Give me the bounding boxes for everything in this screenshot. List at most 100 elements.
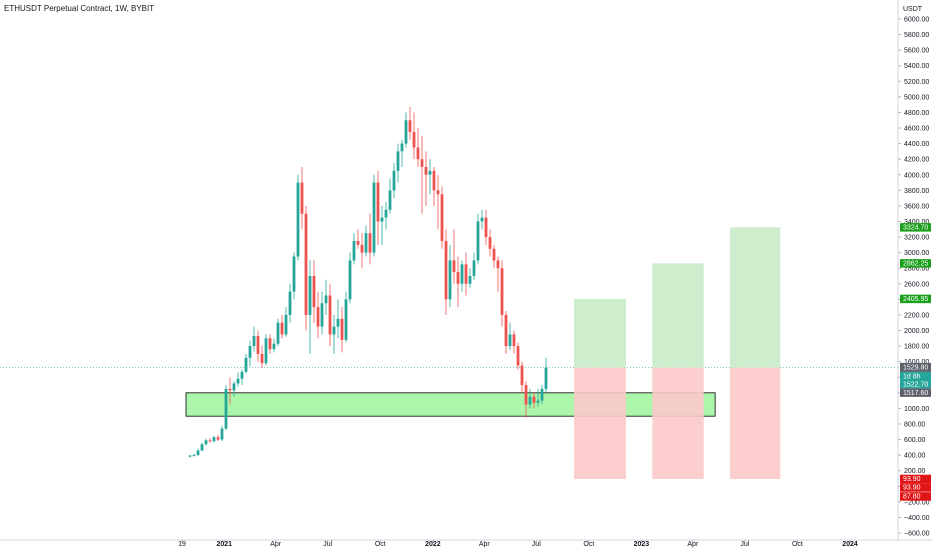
candle-body	[468, 276, 472, 284]
candle-body	[248, 346, 252, 358]
y-tick-label: 3600.00	[904, 203, 929, 210]
x-tick-label: 2023	[634, 541, 650, 548]
candle-body	[264, 338, 268, 364]
zones-layer	[185, 227, 781, 479]
price-badge-label: 2405.95	[903, 296, 928, 303]
candle-body	[200, 444, 204, 451]
candle-body	[404, 120, 408, 144]
price-badge-label: 1529.80	[903, 364, 928, 371]
price-badge-label: 1d 8h	[903, 373, 921, 380]
candle-body	[232, 383, 236, 391]
price-badge-label: 1517.60	[903, 390, 928, 397]
candle-body	[452, 260, 456, 273]
price-badge	[900, 388, 931, 397]
y-tick-label: 4800.00	[904, 110, 929, 117]
candle-body	[424, 166, 428, 175]
candle-body	[420, 159, 424, 167]
x-tick-label: Oct	[792, 541, 803, 548]
candle-body	[448, 260, 452, 300]
candle-body	[432, 170, 436, 191]
chart-title: ETHUSDT Perpetual Contract, 1W, BYBIT	[4, 4, 155, 13]
candle-body	[396, 151, 400, 171]
candle-body	[456, 272, 460, 284]
y-tick-label: 1600.00	[904, 359, 929, 366]
candle-body	[340, 318, 344, 340]
y-tick-label: 5800.00	[904, 32, 929, 39]
price-badge	[900, 379, 931, 389]
y-tick-label: 800.00	[904, 421, 926, 428]
y-tick-label: 3400.00	[904, 219, 929, 226]
y-tick-label: 400.00	[904, 453, 926, 460]
candle-body	[268, 338, 272, 350]
candle-body	[372, 182, 376, 253]
y-tick-label: 5200.00	[904, 79, 929, 86]
candle-body	[384, 209, 388, 218]
price-badge	[900, 474, 931, 484]
y-tick-label: −200.00	[904, 499, 930, 506]
candle-body	[540, 388, 544, 401]
candle-body	[260, 353, 264, 364]
candle-body	[476, 221, 480, 261]
x-tick-label: Jul	[532, 541, 541, 548]
stop-box	[574, 367, 626, 479]
candle-body	[204, 440, 208, 445]
x-axis: 19 2021 Apr Jul Oct 2022 Apr Jul Oct 2023 Apr Jul Oc…	[0, 539, 932, 548]
candle-body	[512, 334, 516, 347]
candles-layer	[188, 107, 548, 458]
candle-body	[240, 371, 244, 379]
candle-body	[496, 260, 500, 269]
candle-body	[492, 248, 496, 261]
y-tick-label: 4400.00	[904, 141, 929, 148]
candle-body	[244, 357, 248, 372]
candle-body	[412, 131, 416, 148]
candle-body	[428, 170, 432, 175]
y-axis[interactable]: USDT 6000.00 5800.00 5600.00 5400.00 5200.00…	[897, 0, 930, 540]
candle-body	[532, 396, 536, 403]
price-badge	[900, 294, 931, 304]
price-badge	[900, 483, 931, 492]
y-tick-label: 2600.00	[904, 281, 929, 288]
candle-body	[328, 295, 332, 335]
y-tick-label: −600.00	[904, 531, 930, 538]
x-tick-label: Apr	[270, 541, 282, 548]
candle-body	[516, 346, 520, 366]
price-badge-label: 93.90	[903, 476, 921, 483]
candle-body	[380, 217, 384, 222]
candle-body	[360, 244, 364, 253]
candle-body	[188, 455, 192, 457]
candle-body	[504, 314, 508, 347]
candle-body	[284, 314, 288, 335]
candle-body	[256, 335, 260, 354]
candle-body	[308, 276, 312, 315]
y-tick-label: −400.00	[904, 515, 930, 522]
candle-body	[324, 295, 328, 304]
candle-body	[312, 276, 316, 308]
support-zone	[185, 392, 716, 417]
y-tick-label: 5400.00	[904, 63, 929, 70]
y-tick-label: 2800.00	[904, 266, 929, 273]
candle-body	[224, 388, 228, 429]
candle-body	[528, 396, 532, 405]
candle-body	[444, 240, 448, 300]
x-tick-label: Jul	[740, 541, 749, 548]
candle-body	[364, 233, 368, 253]
candle-body	[544, 367, 548, 389]
target-box	[730, 227, 781, 368]
candle-body	[460, 264, 464, 284]
x-tick-label: 2021	[216, 541, 232, 548]
x-tick-label: Apr	[687, 541, 699, 548]
y-tick-label: 200.00	[904, 468, 926, 475]
candle-body	[356, 240, 360, 245]
candle-body	[276, 322, 280, 344]
candle-body	[488, 237, 492, 249]
x-tick-label: 19	[178, 541, 186, 548]
x-tick-label: 2024	[842, 541, 858, 548]
price-badge-label: 2862.25	[903, 261, 928, 268]
stop-box	[730, 367, 781, 479]
candle-body	[484, 217, 488, 238]
candle-body	[212, 437, 216, 442]
x-tick-label: Oct	[583, 541, 594, 548]
y-tick-label: 3000.00	[904, 250, 929, 257]
candle-body	[296, 182, 300, 257]
